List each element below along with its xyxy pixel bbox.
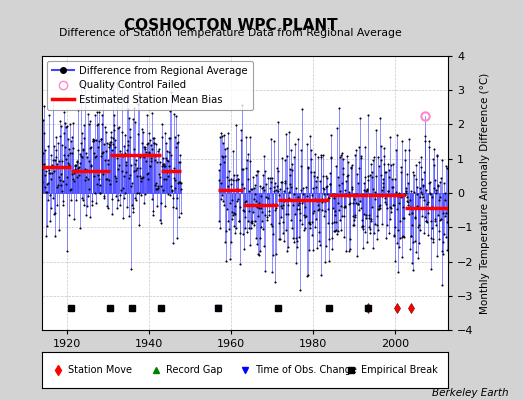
Text: Empirical Break: Empirical Break: [361, 365, 438, 375]
Text: COSHOCTON WPC PLANT: COSHOCTON WPC PLANT: [124, 18, 337, 33]
Text: Berkeley Earth: Berkeley Earth: [432, 388, 508, 398]
Text: Time of Obs. Change: Time of Obs. Change: [255, 365, 357, 375]
Text: Record Gap: Record Gap: [166, 365, 222, 375]
Text: Difference of Station Temperature Data from Regional Average: Difference of Station Temperature Data f…: [59, 28, 402, 38]
Legend: Difference from Regional Average, Quality Control Failed, Estimated Station Mean: Difference from Regional Average, Qualit…: [47, 61, 253, 110]
Text: Station Move: Station Move: [68, 365, 133, 375]
Y-axis label: Monthly Temperature Anomaly Difference (°C): Monthly Temperature Anomaly Difference (…: [481, 72, 490, 314]
